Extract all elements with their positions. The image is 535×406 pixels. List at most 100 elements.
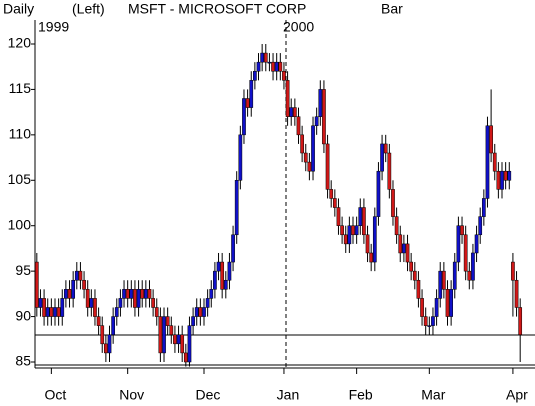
candle-body <box>496 170 501 190</box>
candle-body <box>49 307 54 317</box>
candle-body <box>223 279 228 290</box>
candle-body <box>96 316 101 326</box>
style-label: Bar <box>381 1 403 17</box>
candle-body <box>194 307 199 317</box>
x-tick-label: Mar <box>421 387 445 403</box>
candle-body <box>354 225 359 236</box>
candle-body <box>114 307 119 317</box>
candle-body <box>402 243 406 254</box>
candle-body <box>271 61 275 72</box>
candle-body <box>431 316 435 326</box>
candle-body <box>256 61 261 72</box>
candle-body <box>53 307 57 317</box>
candle-body <box>78 270 83 281</box>
candle-body <box>249 80 254 108</box>
candle-body <box>340 225 344 236</box>
candle-body <box>325 143 330 190</box>
candle-body <box>442 270 446 290</box>
x-tick-label: Feb <box>349 387 373 403</box>
x-tick-label: Dec <box>196 387 221 403</box>
candle-body <box>405 243 410 263</box>
candle-body <box>234 180 239 236</box>
candle-body <box>289 107 294 117</box>
candle-body <box>122 289 126 299</box>
candle-body <box>423 316 428 326</box>
symbol-title: MSFT - MICROSOFT CORP <box>128 1 306 17</box>
candle-body <box>296 116 301 136</box>
y-tick-label: 100 <box>8 216 32 232</box>
candle-body <box>318 89 323 117</box>
candle-body <box>478 216 483 236</box>
candle-body <box>369 252 374 263</box>
y-tick-label: 85 <box>15 353 31 369</box>
candle-body <box>420 298 424 317</box>
candle-body <box>452 261 457 290</box>
candle-body <box>372 216 377 263</box>
y-tick-label: 115 <box>9 80 32 96</box>
candle-body <box>463 234 468 272</box>
candle-body <box>329 189 334 199</box>
candle-body <box>300 134 304 154</box>
candle-body <box>238 134 243 181</box>
candle-body <box>391 189 395 217</box>
candle-body <box>231 234 235 263</box>
candle-body <box>511 261 515 281</box>
axis-side-label: (Left) <box>72 1 105 17</box>
candle-body <box>412 270 417 281</box>
candle-body <box>151 298 155 308</box>
candle-body <box>260 52 264 63</box>
candle-body <box>434 298 439 317</box>
candle-body <box>67 289 72 299</box>
candle-body <box>227 261 232 281</box>
candle-body <box>202 307 206 317</box>
candle-body <box>351 225 355 236</box>
candle-body <box>100 325 105 345</box>
candle-body <box>267 61 272 64</box>
candle-body <box>456 225 461 263</box>
y-tick-label: 95 <box>15 262 31 278</box>
candle-body <box>282 70 286 81</box>
candle-body <box>42 298 46 317</box>
candle-body <box>311 125 315 172</box>
x-tick-label: Apr <box>506 387 528 403</box>
candle-body <box>107 334 112 354</box>
candle-body <box>198 307 203 317</box>
candle-body <box>242 98 246 136</box>
candle-body <box>460 225 464 236</box>
candle-body <box>158 316 163 354</box>
candle-body <box>82 279 86 290</box>
candle-body <box>180 334 185 354</box>
candle-body <box>474 234 479 254</box>
candle-body <box>274 61 279 72</box>
candle-body <box>285 80 290 117</box>
candle-body <box>104 343 108 354</box>
candle-body <box>245 98 250 108</box>
candle-body <box>162 316 166 354</box>
candle-body <box>187 325 192 363</box>
candle-body <box>336 207 341 226</box>
candle-body <box>147 289 152 299</box>
candle-body <box>471 252 475 281</box>
candle-body <box>449 289 453 317</box>
candle-body <box>191 316 195 326</box>
candle-body <box>118 298 123 308</box>
candle-body <box>220 261 225 290</box>
candle-body <box>485 125 490 199</box>
year-label: 2000 <box>283 19 314 35</box>
candle-body <box>56 307 61 317</box>
candle-body <box>481 198 486 217</box>
candle-body <box>416 279 421 299</box>
candle-body <box>467 270 472 281</box>
candle-body <box>518 307 523 335</box>
candle-body <box>387 152 392 190</box>
x-tick-label: Jan <box>277 387 300 403</box>
year-label: 1999 <box>38 19 69 35</box>
candle-body <box>253 70 257 81</box>
candle-body <box>38 298 43 308</box>
candle-body <box>213 270 217 290</box>
candle-body <box>125 289 130 299</box>
x-tick-label: Nov <box>119 387 144 403</box>
candle-body <box>398 234 403 254</box>
candle-body <box>173 334 177 345</box>
candle-body <box>71 279 76 299</box>
